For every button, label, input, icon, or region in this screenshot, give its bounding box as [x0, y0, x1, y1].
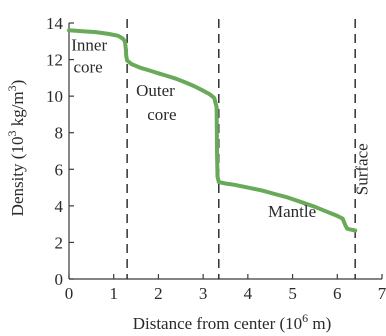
annotation-label: Inner [71, 35, 107, 54]
x-tick-label: 5 [288, 284, 297, 303]
layer-boundaries [126, 19, 356, 279]
density-curve [67, 28, 358, 233]
y-tick-label: 6 [55, 160, 64, 179]
y-tick-label: 14 [46, 14, 64, 33]
annotation-label: Surface [353, 143, 372, 195]
x-tick-label: 7 [378, 284, 386, 303]
density-series [67, 28, 358, 233]
x-tick-label: 6 [333, 284, 342, 303]
annotation-label: Outer [136, 81, 175, 100]
x-tick-label: 0 [65, 284, 74, 303]
y-axis-title: Density (103 kg/m3) [5, 80, 27, 217]
x-tick-label: 1 [109, 284, 118, 303]
y-tick-label: 12 [46, 51, 63, 70]
x-tick-label: 3 [199, 284, 208, 303]
x-tick-label: 2 [154, 284, 163, 303]
y-tick-label: 4 [55, 197, 64, 216]
x-tick-label: 4 [244, 284, 253, 303]
y-tick-label: 0 [55, 270, 64, 289]
annotation-label: core [147, 105, 176, 124]
annotations: Inner core Outer core Mantle Surface [71, 35, 371, 220]
y-tick-label: 10 [46, 87, 63, 106]
annotation-label: Mantle [268, 202, 316, 221]
x-axis-title: Distance from center (106 m) [133, 311, 332, 333]
annotation-label: core [73, 57, 102, 76]
y-tick-label: 2 [55, 233, 64, 252]
y-tick-label: 8 [55, 124, 64, 143]
